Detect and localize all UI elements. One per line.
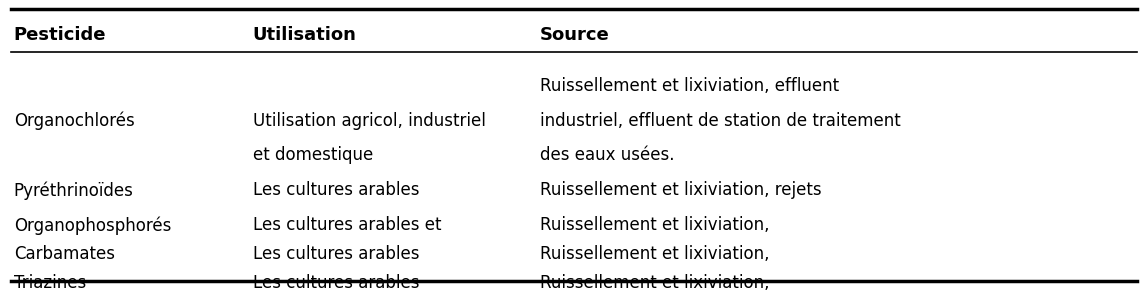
Text: Les cultures arables: Les cultures arables — [253, 274, 419, 290]
Text: Pesticide: Pesticide — [14, 26, 107, 44]
Text: Les cultures arables: Les cultures arables — [253, 245, 419, 263]
Text: Utilisation agricol, industriel: Utilisation agricol, industriel — [253, 112, 486, 130]
Text: Source: Source — [540, 26, 610, 44]
Text: Ruissellement et lixiviation,: Ruissellement et lixiviation, — [540, 245, 769, 263]
Text: et domestique: et domestique — [253, 146, 373, 164]
Text: des eaux usées.: des eaux usées. — [540, 146, 674, 164]
Text: Organophosphorés: Organophosphorés — [14, 216, 171, 235]
Text: Organochlorés: Organochlorés — [14, 112, 134, 130]
Text: industriel, effluent de station de traitement: industriel, effluent de station de trait… — [540, 112, 900, 130]
Text: Ruissellement et lixiviation, effluent: Ruissellement et lixiviation, effluent — [540, 77, 839, 95]
Text: Les cultures arables: Les cultures arables — [253, 181, 419, 199]
Text: Carbamates: Carbamates — [14, 245, 115, 263]
Text: Ruissellement et lixiviation,: Ruissellement et lixiviation, — [540, 274, 769, 290]
Text: Les cultures arables et: Les cultures arables et — [253, 216, 441, 234]
Text: Ruissellement et lixiviation, rejets: Ruissellement et lixiviation, rejets — [540, 181, 821, 199]
Text: Pyréthrinoïdes: Pyréthrinoïdes — [14, 181, 133, 200]
Text: Ruissellement et lixiviation,: Ruissellement et lixiviation, — [540, 216, 769, 234]
Text: Triazines: Triazines — [14, 274, 86, 290]
Text: Utilisation: Utilisation — [253, 26, 356, 44]
